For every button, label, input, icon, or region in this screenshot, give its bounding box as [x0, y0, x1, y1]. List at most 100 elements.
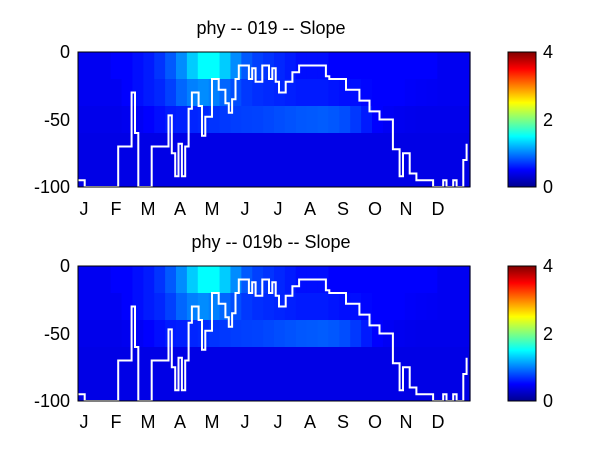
heatmap-cell	[176, 293, 188, 320]
heatmap-cell	[426, 320, 438, 347]
heatmap-cell	[361, 320, 373, 347]
heatmap-cell	[263, 79, 275, 106]
heatmap-cell	[284, 347, 297, 401]
heatmap-cell	[99, 320, 112, 347]
heatmap-cell	[284, 266, 297, 293]
heatmap-cell	[317, 293, 330, 320]
panel-2-x-tick-9: O	[368, 412, 382, 432]
heatmap-cell	[393, 52, 406, 79]
heatmap-cell	[437, 79, 449, 106]
heatmap-cell	[110, 133, 123, 187]
heatmap-cell	[426, 79, 438, 106]
heatmap-cell	[78, 106, 90, 133]
heatmap-cell	[350, 266, 362, 293]
heatmap-cell	[165, 79, 177, 106]
panel-2-x-tick-6: J	[274, 412, 283, 432]
heatmap-cell	[306, 347, 319, 401]
panel-2-y-tick-2: -100	[34, 391, 70, 411]
heatmap-cell	[459, 320, 471, 347]
heatmap-cell	[186, 320, 199, 347]
heatmap-cell	[252, 293, 264, 320]
panel-2-colorbar	[507, 265, 537, 402]
heatmap-cell	[382, 133, 395, 187]
heatmap-cell	[219, 52, 232, 79]
heatmap-cell	[263, 320, 275, 347]
panel-2-title: phy -- 019b -- Slope	[191, 232, 350, 252]
panel-1-x-tick-2: M	[141, 199, 156, 219]
heatmap-cell	[328, 347, 340, 401]
heatmap-cell	[176, 52, 188, 79]
heatmap-cell	[121, 106, 134, 133]
panel-2-x-tick-1: F	[111, 412, 122, 432]
heatmap-cell	[110, 320, 123, 347]
heatmap-cell	[361, 293, 373, 320]
heatmap-cell	[78, 266, 90, 293]
heatmap-cell	[143, 266, 155, 293]
heatmap-cell	[186, 266, 199, 293]
panel-1-x-tick-5: J	[241, 199, 250, 219]
heatmap-cell	[197, 293, 210, 320]
panel-2-x-tick-10: N	[400, 412, 413, 432]
heatmap-cell	[437, 52, 449, 79]
heatmap-cell	[197, 347, 210, 401]
heatmap-cell	[350, 106, 362, 133]
heatmap-cell	[241, 79, 253, 106]
heatmap-cell	[78, 79, 90, 106]
heatmap-cell	[176, 320, 188, 347]
heatmap-cell	[99, 347, 112, 401]
heatmap-cell	[154, 293, 166, 320]
panel-1-x-tick-6: J	[274, 199, 283, 219]
heatmap-cell	[208, 52, 221, 79]
heatmap-cell	[415, 266, 428, 293]
heatmap-cell	[426, 133, 438, 187]
panel-2-colorbar-ticks: 4 2 0	[543, 256, 553, 411]
heatmap-cell	[284, 79, 297, 106]
heatmap-cell	[328, 106, 340, 133]
heatmap-cell	[197, 320, 210, 347]
heatmap-cell	[339, 133, 351, 187]
heatmap-cell	[241, 320, 253, 347]
panel-1-title: phy -- 019 -- Slope	[196, 18, 345, 38]
panel-1-x-tick-10: N	[400, 199, 413, 219]
heatmap-cell	[437, 347, 449, 401]
heatmap-cell	[459, 106, 471, 133]
heatmap-cell	[132, 79, 144, 106]
heatmap-cell	[219, 347, 232, 401]
heatmap-cell	[361, 347, 373, 401]
heatmap-cell	[143, 52, 155, 79]
heatmap-cell	[361, 266, 373, 293]
heatmap-cell	[317, 133, 330, 187]
heatmap-cell	[121, 133, 134, 187]
panel-2-x-tick-8: S	[337, 412, 349, 432]
panel-1-colorbar-tick-4: 4	[543, 42, 553, 62]
heatmap-cell	[197, 52, 210, 79]
heatmap-cell	[459, 293, 471, 320]
heatmap-cell	[165, 293, 177, 320]
heatmap-cell	[252, 133, 264, 187]
heatmap-cell	[121, 347, 134, 401]
heatmap-cell	[372, 79, 384, 106]
heatmap-cell	[241, 106, 253, 133]
panel-1-heatmap	[78, 52, 471, 187]
heatmap-cell	[426, 52, 438, 79]
heatmap-cell	[382, 347, 395, 401]
heatmap-cell	[197, 133, 210, 187]
heatmap-cell	[382, 293, 395, 320]
heatmap-cell	[404, 106, 417, 133]
heatmap-cell	[143, 79, 155, 106]
heatmap-cell	[88, 266, 101, 293]
heatmap-cell	[143, 347, 155, 401]
heatmap-cell	[219, 106, 232, 133]
heatmap-cell	[99, 266, 112, 293]
heatmap-cell	[372, 106, 384, 133]
heatmap-cell	[219, 320, 232, 347]
heatmap-cell	[317, 106, 330, 133]
heatmap-cell	[165, 347, 177, 401]
heatmap-cell	[437, 320, 449, 347]
heatmap-cell	[295, 106, 308, 133]
heatmap-cell	[328, 293, 340, 320]
heatmap-cell	[404, 266, 417, 293]
heatmap-cell	[415, 52, 428, 79]
heatmap-cell	[372, 52, 384, 79]
heatmap-cell	[230, 347, 242, 401]
